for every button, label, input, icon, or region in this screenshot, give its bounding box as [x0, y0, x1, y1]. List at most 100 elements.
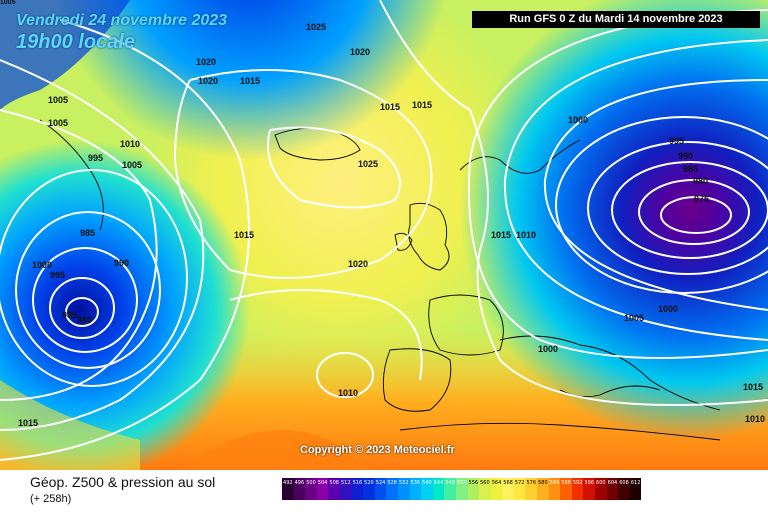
isobar-1000-east [543, 79, 768, 311]
pressure-label: 1015 [743, 382, 763, 392]
legend-value: 556 [468, 480, 479, 486]
legend-swatch: 516 [351, 478, 364, 500]
legend-value: 512 [340, 480, 351, 486]
pressure-label: 980 [693, 176, 708, 186]
iberia-coast [382, 348, 452, 412]
pressure-label: 1010 [516, 230, 536, 240]
pressure-label: 1005 [48, 118, 68, 128]
isobar-980-east [638, 179, 750, 245]
isobar-975-east [660, 196, 732, 234]
ireland-coast [394, 232, 413, 251]
isobars [0, 0, 768, 461]
legend-swatch: 576 [525, 478, 538, 500]
legend-swatch: 592 [571, 478, 584, 500]
valid-hour: 19h00 locale [16, 31, 135, 53]
nw-cold-patch [0, 0, 130, 110]
isobar-1000-west [0, 169, 188, 387]
legend-value: 596 [584, 480, 594, 486]
legend-value: 516 [352, 480, 363, 486]
legend-value: 588 [561, 480, 571, 486]
pressure-label: 1015 [240, 76, 260, 86]
pressure-label: 985 [683, 164, 698, 174]
legend-value: 540 [422, 480, 432, 486]
legend-swatch: 568 [502, 478, 514, 500]
legend-value: 580 [538, 480, 548, 486]
pressure-label: 1025 [306, 22, 326, 32]
forecast-map: 1025 1020 1020 1020 1015 1015 1015 1005 … [0, 0, 768, 470]
copyright-notice: Copyright © 2023 Meteociel.fr [300, 444, 455, 456]
isobar-980-west [65, 297, 99, 327]
isobar-990-west [32, 247, 138, 353]
legend-value: 496 [294, 480, 305, 486]
legend-swatch: 500 [305, 478, 317, 500]
legend-swatch: 596 [583, 478, 596, 500]
legend-swatch: 540 [421, 478, 433, 500]
legend-swatch: 536 [409, 478, 422, 500]
legend-swatch: 520 [363, 478, 375, 500]
legend-swatch: 580 [537, 478, 549, 500]
legend-swatch: 604 [606, 478, 619, 500]
legend-swatch: 556 [467, 478, 480, 500]
isobar-1015-south [229, 289, 423, 381]
isobar-995-east [555, 116, 768, 294]
legend-value: 528 [387, 480, 397, 486]
pressure-label: 1000 [32, 260, 52, 270]
legend-value: 524 [375, 480, 386, 486]
valid-date: Vendredi 24 novembre 2023 [16, 12, 228, 29]
pressure-label: 995 [50, 270, 65, 280]
legend-swatch: 584 [548, 478, 561, 500]
legend-value: 604 [607, 480, 618, 486]
legend-swatch: 532 [397, 478, 410, 500]
isobar-1010-iberia [316, 352, 374, 398]
isobar-985-west [49, 277, 115, 339]
pressure-label: 1020 [348, 259, 368, 269]
legend-swatch: 608 [618, 478, 630, 500]
legend-swatch: 600 [595, 478, 607, 500]
pressure-label: 1000 [568, 115, 588, 125]
france-coast [428, 294, 504, 356]
legend-value: 536 [410, 480, 421, 486]
map-canvas: 1025 1020 1020 1020 1015 1015 1015 1005 … [0, 0, 768, 470]
isobar-1010-west [0, 59, 205, 431]
valid-time-header: Vendredi 24 novembre 2023 19h00 locale [16, 12, 227, 54]
legend-value: 552 [456, 480, 467, 486]
sw-warm-patch [0, 380, 140, 470]
pressure-label: 1025 [358, 159, 378, 169]
legend-value: 504 [317, 480, 328, 486]
model-run-banner: Run GFS 0 Z du Mardi 14 novembre 2023 [472, 11, 760, 28]
pressure-labels: 1025 1020 1020 1020 1015 1015 1015 1005 … [18, 22, 765, 428]
isobar-1005-west [0, 109, 158, 401]
pressure-label: 1005 [122, 160, 142, 170]
legend-value: 548 [445, 480, 455, 486]
isobar-1015-west [0, 19, 250, 461]
legend-swatch: 504 [316, 478, 329, 500]
legend-swatch: 552 [455, 478, 468, 500]
legend-swatch: 492 [282, 478, 294, 500]
pressure-label: 1005 [624, 313, 644, 323]
legend-value: 532 [398, 480, 409, 486]
pressure-label: 1020 [350, 47, 370, 57]
north-africa-coast [399, 422, 721, 441]
legend-value: 608 [619, 480, 629, 486]
legend-value: 500 [306, 480, 316, 486]
legend-value: 592 [572, 480, 583, 486]
legend-value: 568 [503, 480, 513, 486]
legend-value: 492 [283, 480, 293, 486]
pressure-label: 1000 [658, 304, 678, 314]
forecast-lead-time: (+ 258h) [30, 493, 72, 505]
pressure-label: 1020 [198, 76, 218, 86]
mediterranean-north [499, 335, 721, 411]
pressure-label: 1015 [412, 100, 432, 110]
isobar-1010-east [467, 9, 768, 359]
footer-bar: Géop. Z500 & pression au sol (+ 258h) 49… [0, 470, 768, 512]
pressure-label: 995 [669, 136, 684, 146]
legend-swatch: 496 [293, 478, 306, 500]
britain-coast [408, 202, 450, 271]
pressure-label: 985 [80, 228, 95, 238]
isobar-990-east [587, 141, 768, 275]
pressure-label: 990 [678, 151, 693, 161]
isobar-1025-high [267, 126, 401, 209]
legend-swatch: 548 [444, 478, 456, 500]
pressure-label: 1005 [48, 95, 68, 105]
legend-value: 564 [491, 480, 502, 486]
